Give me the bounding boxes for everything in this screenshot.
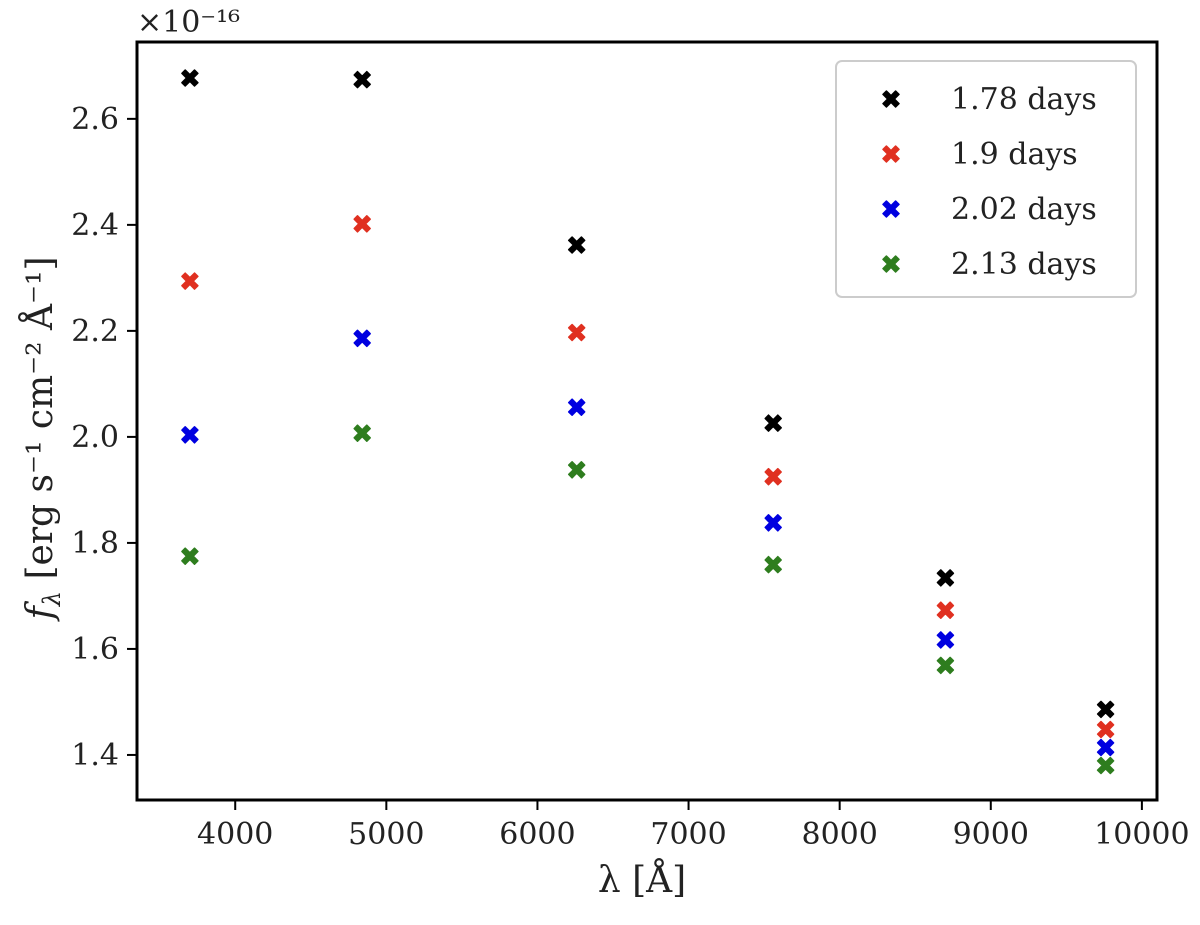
y-tick-label: 1.8 <box>71 526 119 561</box>
x-axis-label: λ [Å] <box>598 859 686 901</box>
data-point <box>1096 720 1115 739</box>
plot-frame <box>135 40 1159 802</box>
data-point <box>353 329 371 348</box>
data-point <box>936 656 955 675</box>
data-point <box>764 514 782 532</box>
x-tick-label: 8000 <box>801 817 877 852</box>
data-point <box>567 461 586 479</box>
legend-marker <box>882 90 900 108</box>
y-axis-label-units: [erg s⁻¹ cm⁻² Å⁻¹] <box>19 256 61 591</box>
x-tick-label: 7000 <box>650 817 726 852</box>
data-point <box>181 69 199 87</box>
x-tick-label: 9000 <box>953 817 1029 852</box>
data-point <box>567 323 586 342</box>
data-point <box>181 426 199 444</box>
data-point <box>181 547 199 565</box>
x-tick-label: 4000 <box>197 817 273 852</box>
data-point <box>1096 738 1115 757</box>
data-point <box>567 236 586 254</box>
data-point <box>1096 700 1115 719</box>
legend: 1.78 days 1.9 days 2.02 days 2.13 days <box>835 60 1137 298</box>
data-point <box>936 631 955 649</box>
legend-marker <box>882 145 900 163</box>
y-offset-label: ×10⁻¹⁶ <box>137 5 240 40</box>
y-axis-label-subscript: λ <box>38 591 66 607</box>
series-3 <box>181 329 1115 757</box>
x-tick-label: 10000 <box>1094 817 1189 852</box>
y-tick-label: 2.2 <box>71 314 119 349</box>
legend-label: 1.9 days <box>951 137 1078 172</box>
legend-label: 2.13 days <box>951 247 1097 282</box>
data-point <box>567 398 586 416</box>
plot-area: 4000 5000 6000 7000 8000 9000 10000 1.4 1.6 1.8 2.… <box>71 69 1190 852</box>
data-point <box>764 555 782 574</box>
data-point <box>353 215 371 233</box>
y-axis-label: fλ [erg s⁻¹ cm⁻² Å⁻¹] <box>19 256 66 622</box>
data-point <box>764 467 782 486</box>
legend-marker <box>882 200 900 218</box>
series-1 <box>181 69 1115 719</box>
y-tick-label: 2.0 <box>71 420 119 455</box>
y-tick-label: 2.4 <box>71 208 119 243</box>
legend-label: 2.02 days <box>951 192 1097 227</box>
legend-box <box>835 60 1137 298</box>
data-point <box>764 414 782 432</box>
x-tick-label: 6000 <box>499 817 575 852</box>
series-2 <box>181 215 1115 739</box>
data-point <box>936 569 955 587</box>
data-point <box>353 70 371 89</box>
y-tick-label: 1.4 <box>71 738 119 773</box>
data-point <box>936 601 955 619</box>
x-tick-label: 5000 <box>348 817 424 852</box>
data-point <box>181 272 199 290</box>
legend-marker <box>882 255 900 273</box>
legend-label: 1.78 days <box>951 82 1097 117</box>
y-tick-label: 2.6 <box>71 102 119 137</box>
series-4 <box>181 424 1115 775</box>
data-point <box>1096 756 1115 775</box>
data-point <box>353 424 371 442</box>
y-tick-label: 1.6 <box>71 632 119 667</box>
